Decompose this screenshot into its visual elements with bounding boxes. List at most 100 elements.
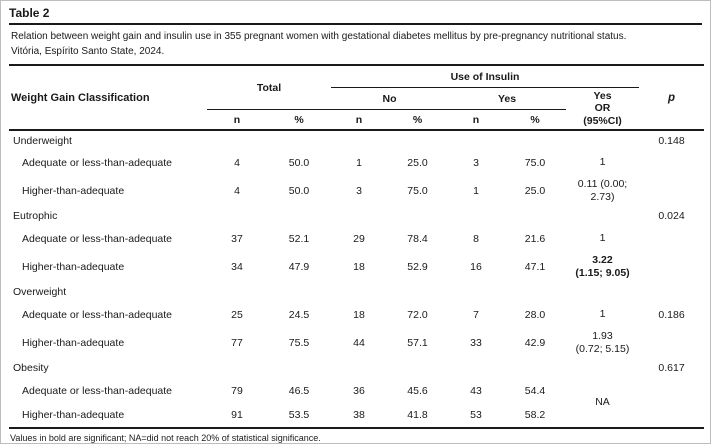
category-row-overweight: Overweight: [9, 282, 704, 302]
or-95ci: 1: [599, 308, 606, 321]
no-n: 36: [353, 384, 365, 397]
p-value: [639, 226, 704, 251]
or-95ci: 0.11 (0.00; 2.73): [577, 178, 628, 203]
total-n: 77: [231, 336, 243, 349]
or-95ci: 1: [599, 156, 606, 169]
row-label: Adequate or less-than-adequate: [22, 232, 173, 245]
p-value: 0.617: [658, 362, 685, 374]
table-title: Table 2: [9, 1, 702, 25]
total-n: 4: [234, 184, 240, 197]
table-row: Adequate or less-than-adequate 37 52.1 2…: [9, 226, 704, 251]
row-label: Eutrophic: [13, 210, 58, 222]
total-n: 4: [234, 156, 240, 169]
p-value: [639, 378, 704, 403]
p-value: [639, 150, 704, 175]
yes-n: 8: [473, 232, 479, 245]
no-pct: 72.0: [407, 308, 428, 321]
yes-pct: 58.2: [524, 409, 546, 421]
col-header-total-pct: %: [294, 113, 304, 126]
total-n: 25: [231, 308, 243, 321]
table-row: Adequate or less-than-adequate 25 24.5 1…: [9, 302, 704, 327]
no-pct: 52.9: [407, 260, 428, 273]
p-value: [639, 175, 704, 206]
yes-pct: 25.0: [524, 184, 546, 197]
empty-cell: [207, 358, 639, 378]
no-pct: 25.0: [407, 156, 428, 169]
table-row: Higher-than-adequate 91 53.5 38 41.8 53 …: [9, 403, 704, 428]
or-95ci: 1: [599, 232, 606, 245]
yes-n: 43: [470, 384, 482, 397]
row-label: Adequate or less-than-adequate: [22, 308, 173, 321]
no-pct: 57.1: [407, 336, 428, 349]
p-value: [639, 282, 704, 302]
table-row: Higher-than-adequate 77 75.5 44 57.1 33 …: [9, 327, 704, 358]
table-row: Higher-than-adequate 4 50.0 3 75.0 1 25.…: [9, 175, 704, 206]
total-pct: 52.1: [288, 232, 310, 245]
no-n: 38: [353, 409, 365, 421]
row-label: Overweight: [13, 286, 67, 298]
yes-n: 1: [473, 184, 479, 197]
or-95ci-na: NA: [595, 396, 610, 409]
row-label: Higher-than-adequate: [22, 336, 125, 349]
col-header-no: No: [331, 87, 448, 110]
col-header-no-pct: %: [412, 113, 423, 126]
table-footnote: Values in bold are significant; NA=did n…: [10, 433, 321, 443]
col-header-yes-or-95ci: Yes OR (95%CI): [583, 89, 622, 127]
total-pct: 46.5: [288, 384, 310, 397]
col-header-no-n: n: [355, 113, 363, 126]
row-label: Higher-than-adequate: [22, 260, 125, 273]
no-n: 44: [353, 336, 365, 349]
table-body: Underweight 0.148 Adequate or less-than-…: [9, 130, 705, 428]
row-label: Higher-than-adequate: [22, 184, 125, 197]
p-value: [639, 327, 704, 358]
no-n: 18: [353, 260, 365, 273]
or-95ci: 1.93 (0.72; 5.15): [575, 330, 630, 355]
col-header-total-n: n: [233, 113, 241, 126]
total-pct: 75.5: [288, 336, 310, 349]
no-pct: 45.6: [407, 384, 428, 397]
yes-pct: 42.9: [524, 336, 546, 349]
no-pct: 75.0: [407, 184, 428, 197]
header-row-3: n % n % n %: [9, 110, 704, 131]
category-row-obesity: Obesity 0.617: [9, 358, 704, 378]
col-header-p: p: [668, 91, 676, 104]
total-pct: 50.0: [288, 156, 310, 169]
no-n: 29: [353, 232, 365, 245]
total-pct: 53.5: [288, 409, 310, 421]
col-header-yes-n: n: [472, 113, 480, 126]
p-value: 0.186: [658, 308, 685, 321]
no-n: 1: [356, 156, 362, 169]
table-caption: Relation between weight gain and insulin…: [11, 31, 627, 57]
table-row: Adequate or less-than-adequate 4 50.0 1 …: [9, 150, 704, 175]
p-value: [639, 403, 704, 428]
header-row-2: No Yes Yes OR (95%CI): [9, 87, 704, 127]
row-label: Adequate or less-than-adequate: [22, 156, 173, 169]
total-pct: 47.9: [288, 260, 310, 273]
no-pct: 41.8: [407, 409, 428, 421]
table-row: Higher-than-adequate 34 47.9 18 52.9 16 …: [9, 251, 704, 282]
row-label: Obesity: [13, 362, 49, 374]
empty-cell: [207, 282, 639, 302]
yes-pct: 75.0: [524, 156, 546, 169]
total-n: 34: [231, 260, 243, 273]
table-row: Adequate or less-than-adequate 79 46.5 3…: [9, 378, 704, 409]
total-n: 91: [231, 409, 243, 421]
col-header-yes-pct: %: [530, 113, 540, 126]
total-pct: 24.5: [288, 308, 310, 321]
empty-cell: [207, 206, 639, 226]
total-pct: 50.0: [288, 184, 310, 197]
no-n: 18: [353, 308, 365, 321]
row-label: Higher-than-adequate: [22, 409, 125, 421]
or-95ci-significant: 3.22 (1.15; 9.05): [575, 254, 630, 279]
row-label: Underweight: [13, 134, 72, 147]
yes-n: 7: [473, 308, 479, 321]
total-n: 79: [231, 384, 243, 397]
yes-pct: 54.4: [524, 384, 546, 397]
category-row-underweight: Underweight 0.148: [9, 130, 704, 150]
col-header-weight-gain-classification: Weight Gain Classification: [11, 91, 150, 104]
yes-pct: 21.6: [524, 232, 546, 245]
p-value: 0.148: [658, 134, 685, 147]
row-label: Adequate or less-than-adequate: [22, 384, 173, 397]
p-value: 0.024: [658, 210, 685, 222]
